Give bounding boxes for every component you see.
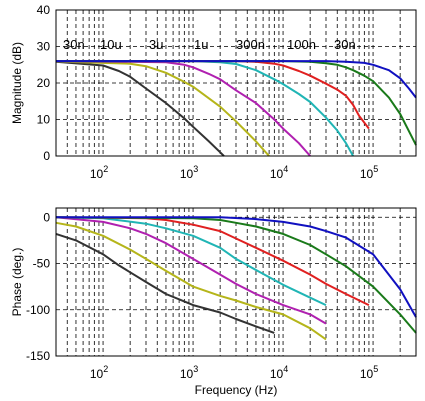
x-tick-label: 104 xyxy=(270,164,288,181)
x-tick-label: 103 xyxy=(180,364,198,381)
series-line-2 xyxy=(55,60,311,157)
y-tick-label: 30 xyxy=(37,40,51,54)
x-tick-label: 105 xyxy=(360,164,378,181)
series-line-3 xyxy=(56,60,354,157)
y-tick-label: -100 xyxy=(26,303,50,317)
magnitude-y-ticks: 0 10 20 30 40 xyxy=(37,3,51,163)
series-line-1 xyxy=(55,221,327,341)
y-tick-label: 20 xyxy=(37,76,51,90)
annotation-30n-left: 30n xyxy=(63,37,85,52)
series-line-5 xyxy=(55,216,417,334)
magnitude-panel: 0 10 20 30 40 102 103 104 105 Magnitude (dB) 30… xyxy=(10,3,417,181)
x-tick-label: 102 xyxy=(90,364,108,381)
annotation-100n: 100n xyxy=(287,37,316,52)
magnitude-y-axis-label: Magnitude (dB) xyxy=(10,42,24,124)
y-tick-label: 0 xyxy=(43,149,50,163)
phase-grid xyxy=(56,208,416,356)
phase-y-axis-label: Phase (deg.) xyxy=(10,248,24,317)
phase-series xyxy=(55,216,417,341)
phase-panel: 0 -50 -100 -150 102 103 104 105 Phase (deg.) F… xyxy=(10,207,417,397)
magnitude-grid xyxy=(56,10,416,156)
phase-x-ticks: 102 103 104 105 xyxy=(90,364,378,381)
magnitude-x-ticks: 102 103 104 105 xyxy=(90,164,378,181)
y-tick-label: -150 xyxy=(26,349,50,363)
y-tick-label: -50 xyxy=(33,257,51,271)
magnitude-axes-frame xyxy=(55,9,417,157)
series-line-4 xyxy=(55,216,370,306)
y-tick-label: 40 xyxy=(37,3,51,17)
series-line-2 xyxy=(55,216,327,325)
series-line-3 xyxy=(55,216,327,307)
magnitude-series xyxy=(55,60,417,157)
annotation-10u: 10u xyxy=(100,37,122,52)
x-tick-label: 105 xyxy=(360,364,378,381)
x-tick-label: 102 xyxy=(90,164,108,181)
frequency-x-axis-label: Frequency (Hz) xyxy=(195,383,278,397)
series-line-6 xyxy=(56,216,417,318)
annotation-1u: 1u xyxy=(194,37,208,52)
y-tick-label: 10 xyxy=(37,113,51,127)
x-tick-label: 104 xyxy=(270,364,288,381)
phase-y-ticks: 0 -50 -100 -150 xyxy=(26,210,50,363)
series-line-0 xyxy=(55,232,275,334)
annotation-30n-right: 30n xyxy=(334,37,356,52)
series-line-0 xyxy=(55,60,225,157)
y-tick-label: 0 xyxy=(43,210,50,224)
series-line-6 xyxy=(56,60,417,99)
magnitude-annotations: 30n 10u 3u 1u 300n 100n 30n xyxy=(63,37,356,52)
annotation-300n: 300n xyxy=(236,37,265,52)
series-line-1 xyxy=(55,60,270,157)
x-tick-label: 103 xyxy=(180,164,198,181)
annotation-3u: 3u xyxy=(149,37,163,52)
phase-axes-frame xyxy=(55,207,417,357)
